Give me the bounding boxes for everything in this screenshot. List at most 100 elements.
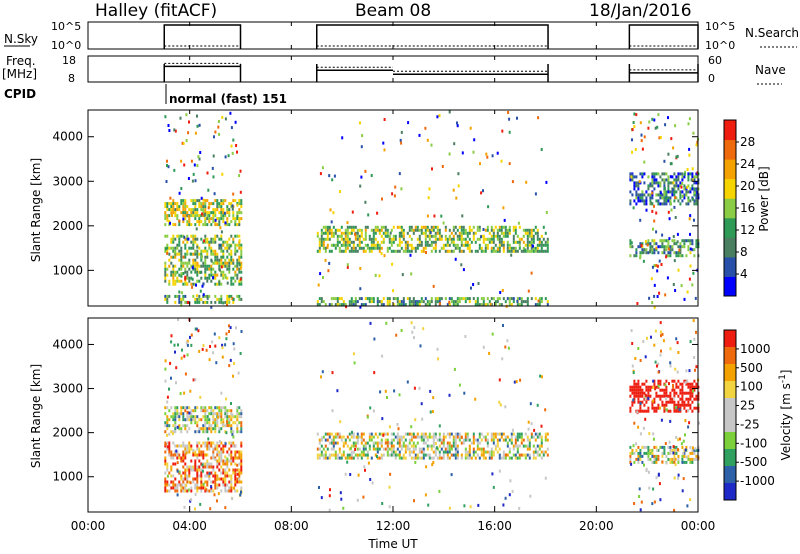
- heatmap-cell: [226, 415, 229, 419]
- heatmap-cell: [230, 450, 233, 454]
- heatmap-cell: [674, 463, 677, 467]
- heatmap-cell: [186, 410, 189, 414]
- heatmap-cell: [188, 427, 191, 431]
- heatmap-cell: [240, 252, 243, 256]
- heatmap-cell: [653, 294, 656, 298]
- heatmap-cell: [509, 479, 512, 483]
- heatmap-cell: [675, 181, 678, 185]
- heatmap-cell: [645, 379, 648, 383]
- heatmap-cell: [172, 424, 175, 428]
- heatmap-cell: [196, 249, 199, 253]
- heatmap-cell: [689, 251, 692, 255]
- heatmap-cell: [208, 418, 211, 422]
- heatmap-cell: [204, 276, 207, 280]
- heatmap-cell: [235, 144, 238, 147]
- heatmap-cell: [190, 412, 193, 416]
- heatmap-cell: [226, 261, 229, 265]
- heatmap-cell: [434, 243, 437, 247]
- heatmap-cell: [631, 178, 634, 182]
- heatmap-cell: [649, 385, 652, 389]
- heatmap-cell: [492, 485, 495, 489]
- heatmap-cell: [460, 231, 463, 235]
- heatmap-cell: [398, 240, 401, 244]
- heatmap-cell: [651, 406, 654, 410]
- heatmap-cell: [446, 444, 449, 448]
- heatmap-cell: [206, 214, 209, 218]
- heatmap-cell: [639, 196, 642, 200]
- heatmap-cell: [540, 435, 543, 439]
- heatmap-cell: [170, 255, 173, 259]
- heatmap-cell: [691, 391, 694, 395]
- heatmap-cell: [528, 441, 531, 445]
- heatmap-cell: [683, 403, 686, 407]
- heatmap-cell: [476, 297, 479, 301]
- heatmap-cell: [230, 477, 233, 481]
- heatmap-cell: [174, 223, 177, 227]
- power-ytick-label: 4000: [52, 130, 83, 144]
- heatmap-cell: [640, 500, 643, 504]
- heatmap-cell: [208, 424, 211, 428]
- heatmap-cell: [200, 453, 203, 457]
- heatmap-cell: [238, 462, 241, 466]
- heatmap-cell: [228, 258, 231, 262]
- heatmap-cell: [664, 123, 667, 127]
- heatmap-cell: [396, 300, 399, 304]
- heatmap-cell: [496, 231, 499, 235]
- heatmap-cell: [376, 243, 379, 247]
- heatmap-cell: [488, 453, 491, 457]
- heatmap-cell: [196, 447, 199, 451]
- heatmap-cell: [178, 470, 181, 474]
- heatmap-cell: [522, 240, 525, 244]
- heatmap-cell: [450, 473, 453, 477]
- heatmap-cell: [164, 477, 167, 481]
- heatmap-cell: [386, 234, 389, 238]
- heatmap-cell: [164, 430, 167, 434]
- heatmap-cell: [665, 394, 668, 398]
- heatmap-cell: [510, 303, 513, 307]
- heatmap-cell: [516, 303, 519, 307]
- heatmap-cell: [454, 450, 457, 454]
- heatmap-cell: [394, 450, 397, 454]
- heatmap-cell: [677, 400, 680, 404]
- heatmap-cell: [630, 241, 633, 245]
- heatmap-cell: [545, 211, 548, 214]
- heatmap-cell: [456, 435, 459, 439]
- heatmap-cell: [516, 234, 519, 238]
- heatmap-cell: [384, 441, 387, 445]
- heatmap-cell: [356, 249, 359, 253]
- heatmap-cell: [196, 252, 199, 256]
- heatmap-cell: [448, 237, 451, 241]
- heatmap-cell: [444, 243, 447, 247]
- heatmap-cell: [214, 261, 217, 265]
- heatmap-cell: [172, 412, 175, 416]
- power-colorbar-swatch: [724, 120, 736, 141]
- heatmap-cell: [635, 388, 638, 392]
- heatmap-cell: [653, 204, 655, 208]
- heatmap-cell: [336, 303, 339, 307]
- heatmap-cell: [170, 465, 173, 469]
- heatmap-cell: [328, 231, 331, 235]
- heatmap-cell: [637, 460, 640, 464]
- heatmap-cell: [675, 178, 678, 182]
- heatmap-cell: [532, 246, 535, 250]
- heatmap-cell: [392, 453, 395, 457]
- heatmap-cell: [174, 264, 177, 268]
- heatmap-cell: [172, 480, 175, 484]
- heatmap-cell: [230, 474, 233, 478]
- heatmap-cell: [220, 447, 223, 451]
- heatmap-cell: [224, 486, 227, 490]
- heatmap-cell: [204, 264, 207, 268]
- heatmap-cell: [651, 172, 654, 176]
- heatmap-cell: [450, 231, 453, 235]
- heatmap-cell: [212, 252, 215, 256]
- heatmap-cell: [186, 270, 189, 274]
- heatmap-cell: [330, 438, 333, 442]
- heatmap-cell: [444, 297, 447, 301]
- heatmap-cell: [204, 234, 207, 238]
- power-colorbar-label: 28: [740, 135, 755, 149]
- heatmap-cell: [410, 228, 413, 232]
- heatmap-cell: [398, 231, 401, 235]
- heatmap-cell: [214, 447, 217, 451]
- heatmap-cell: [210, 237, 213, 241]
- heatmap-cell: [212, 468, 215, 472]
